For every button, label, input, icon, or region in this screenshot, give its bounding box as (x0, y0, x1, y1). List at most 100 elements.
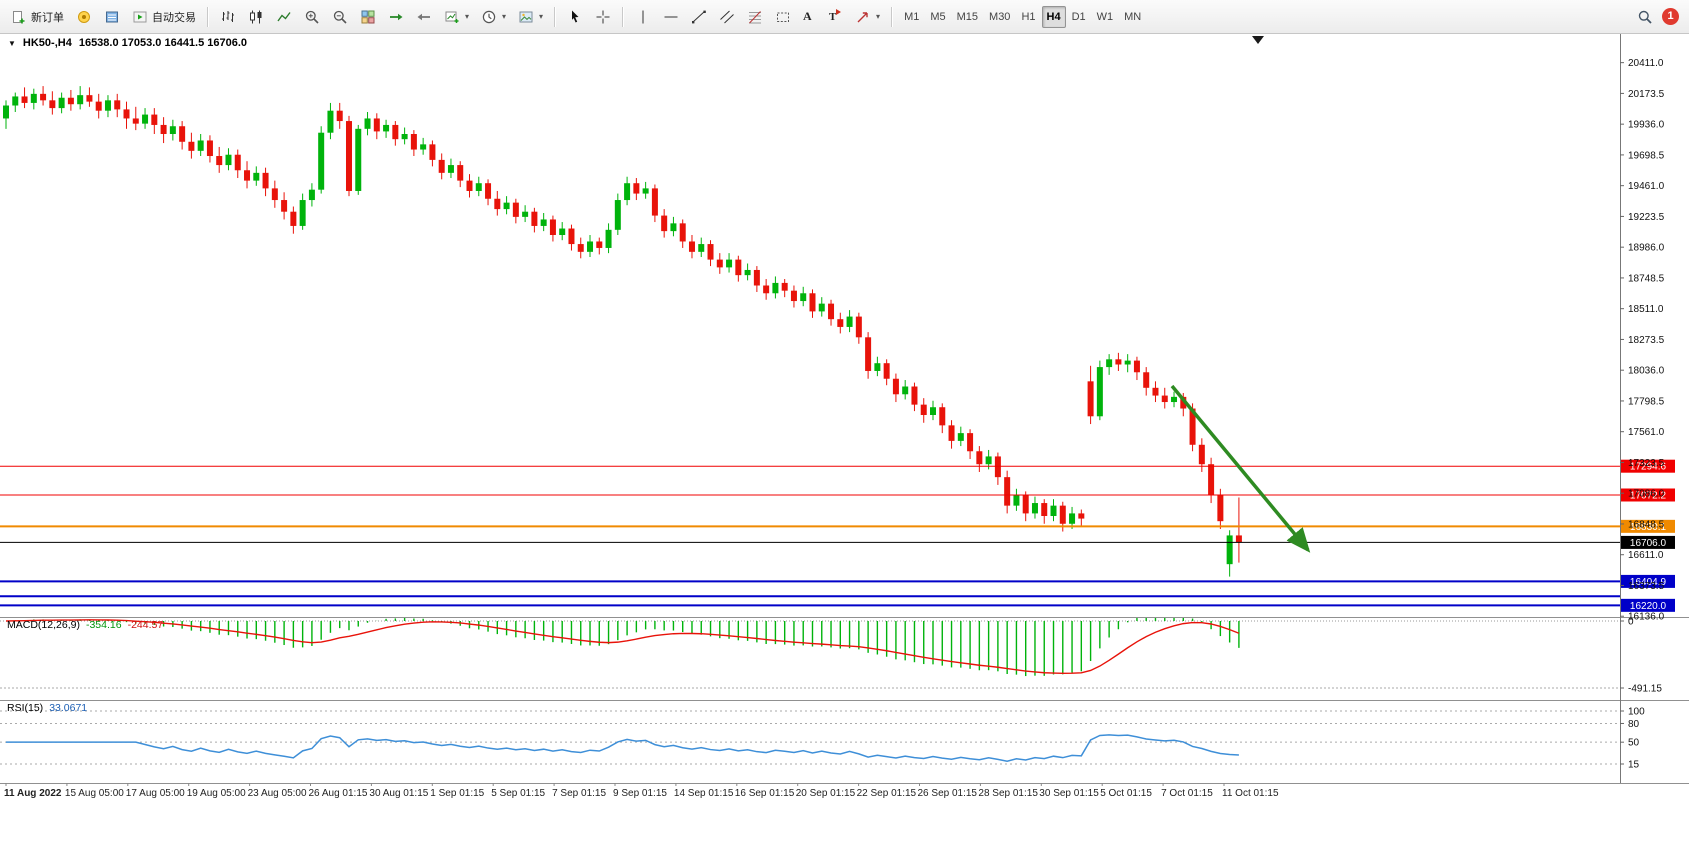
new-chart-icon (445, 11, 459, 23)
data-window-icon (106, 11, 118, 22)
rsi-value: 33.0671 (49, 702, 88, 714)
fibonacci-button[interactable] (742, 5, 768, 29)
data-window-button[interactable] (99, 5, 125, 29)
auto-trading-icon (133, 11, 147, 22)
rsi-scale-label: 100 (1628, 707, 1645, 718)
candles-layer (3, 86, 1242, 577)
timeframe-h1[interactable]: H1 (1016, 6, 1040, 28)
svg-text:16404.9: 16404.9 (1630, 577, 1667, 588)
svg-text:26 Sep 01:15: 26 Sep 01:15 (918, 788, 978, 799)
price-tag-17072.2 (1621, 488, 1675, 502)
svg-text:19461.0: 19461.0 (1628, 181, 1665, 192)
chart-shift-button[interactable] (411, 5, 437, 29)
zoom-in-icon (305, 10, 319, 24)
chart-shift-marker[interactable] (1252, 36, 1264, 44)
crosshair-icon (596, 10, 610, 23)
svg-text:7 Oct 01:15: 7 Oct 01:15 (1161, 788, 1213, 799)
notification-badge[interactable]: 1 (1662, 8, 1679, 25)
toolbar-separator (207, 6, 209, 27)
clock-icon (482, 10, 496, 23)
svg-text:16373.5: 16373.5 (1628, 581, 1665, 592)
arrows-dropdown[interactable]: ▾ (850, 5, 885, 29)
chevron-down-icon: ▾ (502, 12, 507, 21)
toolbar-separator (891, 6, 894, 27)
macd-scale-label: -491.15 (1628, 684, 1662, 695)
macd-label: MACD(12,26,9) -354.16 -244.57 (7, 619, 163, 631)
chevron-down-icon: ▾ (876, 12, 881, 21)
price-tag-16404.9 (1621, 574, 1675, 588)
text-tool-icon: A (803, 9, 812, 23)
svg-text:16611.0: 16611.0 (1628, 550, 1664, 561)
timeframe-m15[interactable]: M15 (952, 6, 983, 28)
rsi-name: RSI(15) (7, 702, 44, 714)
svg-text:17294.6: 17294.6 (1630, 462, 1667, 473)
svg-text:7 Sep 01:15: 7 Sep 01:15 (552, 788, 606, 799)
arrow-tool-icon (857, 11, 868, 22)
text-button[interactable]: A (798, 5, 822, 29)
price-tag-16830.1 (1621, 519, 1675, 533)
shapes-icon (777, 12, 790, 22)
shapes-button[interactable] (770, 5, 796, 29)
equidistant-channel-button[interactable] (714, 5, 740, 29)
svg-text:16 Sep 01:15: 16 Sep 01:15 (735, 788, 795, 799)
svg-text:18036.0: 18036.0 (1628, 366, 1665, 377)
timeframe-w1[interactable]: W1 (1092, 6, 1119, 28)
toolbar-separator (554, 6, 557, 27)
collapse-icon[interactable]: ▼ (8, 38, 16, 48)
zoom-in-button[interactable] (299, 5, 325, 29)
metaeditor-button[interactable] (71, 5, 97, 29)
macd-main-value: -354.16 (85, 619, 122, 631)
toolbar-separator (622, 6, 625, 27)
svg-text:20 Sep 01:15: 20 Sep 01:15 (796, 788, 856, 799)
svg-text:5 Sep 01:15: 5 Sep 01:15 (491, 788, 545, 799)
rsi-scale-label: 15 (1628, 759, 1640, 770)
zoom-out-button[interactable] (327, 5, 353, 29)
periods-dropdown[interactable]: ▾ (476, 5, 511, 29)
line-chart-button[interactable] (271, 5, 297, 29)
horizontal-line-button[interactable] (658, 5, 684, 29)
svg-text:16706.0: 16706.0 (1630, 538, 1667, 549)
svg-text:9 Sep 01:15: 9 Sep 01:15 (613, 788, 667, 799)
timeframe-m30[interactable]: M30 (984, 6, 1015, 28)
search-button[interactable] (1632, 5, 1658, 29)
trendline-button[interactable] (686, 5, 712, 29)
timeframe-mn[interactable]: MN (1119, 6, 1146, 28)
svg-text:19698.5: 19698.5 (1628, 150, 1665, 161)
cursor-button[interactable] (562, 5, 588, 29)
time-axis[interactable]: 11 Aug 2022 15 Aug 05:00 17 Aug 05:00 19 Au… (4, 783, 1279, 799)
timeframe-d1[interactable]: D1 (1067, 6, 1091, 28)
svg-text:19 Aug 05:00: 19 Aug 05:00 (187, 788, 246, 799)
crosshair-button[interactable] (590, 5, 616, 29)
price-tag-16220 (1621, 598, 1675, 612)
rsi-label: RSI(15) 33.0671 (7, 702, 87, 714)
bar-chart-button[interactable] (215, 5, 241, 29)
cursor-icon (572, 10, 579, 22)
svg-text:20173.5: 20173.5 (1628, 89, 1665, 100)
svg-text:15 Aug 05:00: 15 Aug 05:00 (65, 788, 124, 799)
svg-text:17323.5: 17323.5 (1628, 458, 1665, 469)
svg-text:18986.0: 18986.0 (1628, 243, 1665, 254)
macd-signal-line (5, 619, 1240, 675)
templates-dropdown[interactable]: ▾ (513, 5, 548, 29)
auto-scroll-button[interactable] (383, 5, 409, 29)
price-axis[interactable]: 20411.0 20173.5 19936.0 19698.5 19461.0 19223… (1620, 58, 1665, 623)
new-order-button[interactable]: 新订单 (6, 5, 69, 29)
tile-windows-button[interactable] (355, 5, 381, 29)
timeframe-m1[interactable]: M1 (899, 6, 924, 28)
text-label-button[interactable]: T (824, 5, 848, 29)
macd-histogram (14, 618, 1240, 677)
timeframe-h4[interactable]: H4 (1041, 5, 1066, 28)
svg-text:1 Sep 01:15: 1 Sep 01:15 (430, 788, 484, 799)
trend-arrow-object[interactable] (1170, 384, 1311, 553)
vertical-line-button[interactable] (630, 5, 656, 29)
new-chart-dropdown[interactable]: ▾ (439, 5, 474, 29)
timeframe-m5[interactable]: M5 (925, 6, 950, 28)
channel-icon (720, 10, 734, 23)
horizontal-line-icon (664, 16, 678, 17)
bar-chart-icon (222, 10, 234, 22)
auto-trading-button[interactable]: 自动交易 (127, 5, 201, 29)
svg-text:5 Oct 01:15: 5 Oct 01:15 (1100, 788, 1152, 799)
macd-signal-value: -244.57 (127, 619, 164, 631)
candlestick-chart-button[interactable] (243, 5, 269, 29)
